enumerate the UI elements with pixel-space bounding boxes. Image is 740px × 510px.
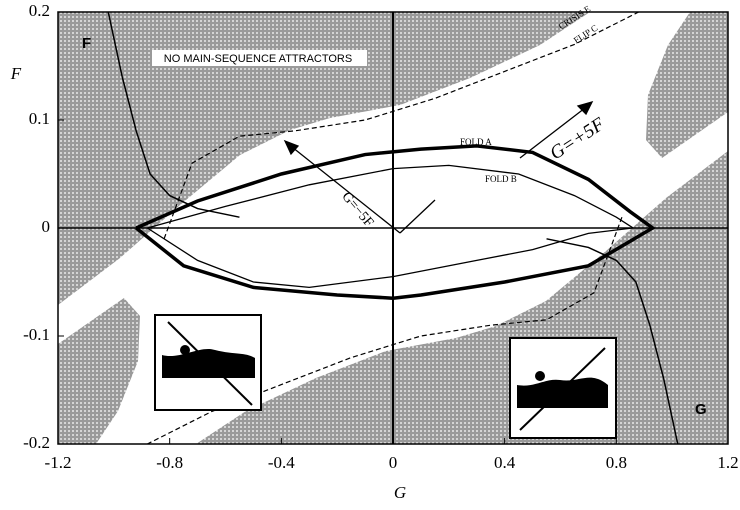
x-axis-title: G [394, 483, 406, 502]
x-tick-label: 0 [389, 453, 398, 472]
curve [147, 165, 633, 287]
x-tick-label: 0.4 [494, 453, 516, 472]
series-label: FOLD A [460, 137, 492, 147]
x-tick-label: -0.4 [268, 453, 295, 472]
y-axis-title: F [10, 64, 22, 83]
corner-label: F [82, 35, 91, 52]
y-tick-label: 0.2 [29, 1, 50, 20]
x-tick-label: 1.2 [717, 453, 738, 472]
corner-label: G [695, 401, 707, 418]
chart: G F F G NO MAIN-SEQUENCE ATTRACTORS G=+5… [0, 0, 740, 505]
x-tick-label: 0.8 [606, 453, 627, 472]
annotation: NO MAIN-SEQUENCE ATTRACTORS [164, 53, 352, 65]
y-tick-label: 0 [42, 217, 51, 236]
inset-right [510, 338, 616, 438]
inset-left [155, 315, 261, 410]
y-tick-label: -0.2 [23, 433, 50, 452]
x-tick-label: -0.8 [156, 453, 183, 472]
series-label: FOLD B [485, 174, 517, 184]
arrows [285, 102, 592, 233]
y-tick-label: 0.1 [29, 109, 50, 128]
annotation: G=+5F [546, 114, 608, 165]
page: {"chart_data": {"type": "line", "x_label… [0, 0, 740, 505]
x-tick-label: -1.2 [45, 453, 72, 472]
y-tick-label: -0.1 [23, 325, 50, 344]
